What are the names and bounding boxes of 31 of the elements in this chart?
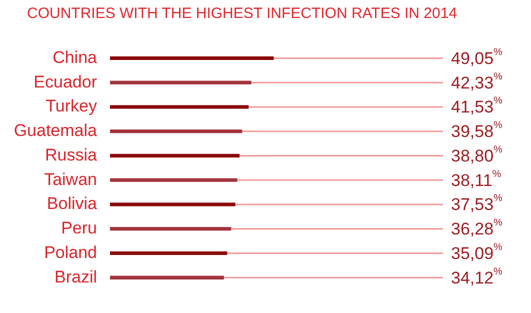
- y-tick-label: Peru: [61, 218, 97, 238]
- bar: [110, 251, 228, 256]
- y-tick-label: Brazil: [54, 267, 97, 286]
- data-label: 38,80%: [451, 144, 503, 166]
- bar: [110, 56, 274, 60]
- y-tick-label: Ecuador: [34, 72, 98, 92]
- bar: [110, 105, 249, 109]
- y-tick-label: Poland: [44, 242, 97, 262]
- data-label: 37,53%: [451, 193, 503, 214]
- y-tick-label: Turkey: [46, 96, 98, 116]
- y-tick-label: Bolivia: [46, 194, 98, 214]
- data-label: 41,53%: [451, 96, 503, 117]
- chart-title: COUNTRIES WITH THE HIGHEST INFECTION RATES IN 2014: [27, 5, 458, 22]
- y-tick-label: Russia: [45, 145, 98, 164]
- data-label: 49,05%: [451, 46, 503, 68]
- bar: [110, 130, 242, 134]
- bar: [110, 80, 252, 84]
- y-tick-label: China: [52, 48, 98, 67]
- y-tick-label: Guatemala: [14, 121, 98, 140]
- data-label: 39,58%: [451, 120, 503, 142]
- y-tick-label: Taiwan: [44, 170, 97, 189]
- data-label: 38,11%: [451, 168, 502, 190]
- data-label: 34,12%: [451, 266, 503, 288]
- data-label: 36,28%: [451, 218, 503, 239]
- bar: [110, 276, 224, 280]
- bar: [110, 202, 236, 206]
- data-label: 42,33%: [451, 71, 503, 92]
- bar: [110, 154, 240, 158]
- bar: [110, 178, 238, 182]
- bar: [110, 227, 232, 231]
- data-label: 35,09%: [451, 242, 503, 263]
